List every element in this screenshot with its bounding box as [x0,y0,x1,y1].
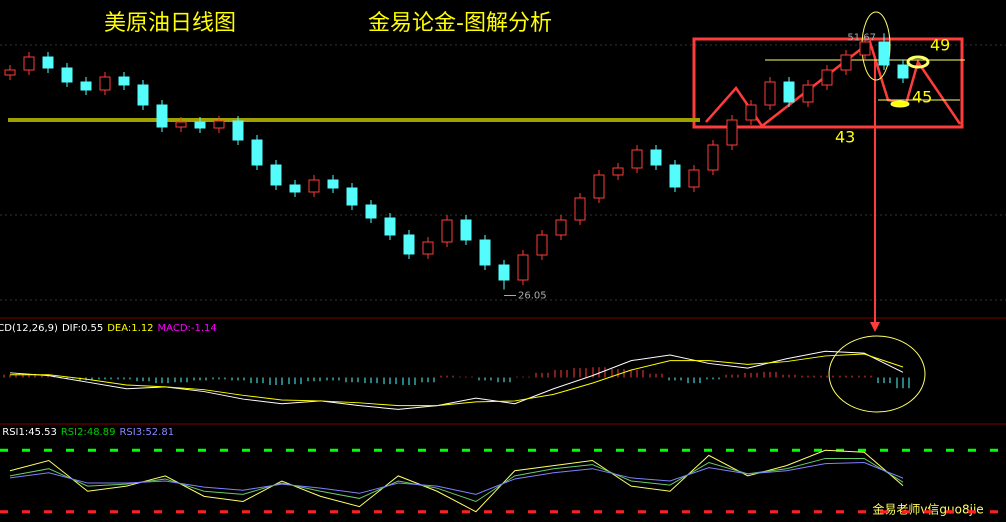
candle-body [726,119,738,146]
highlight-ellipse [906,55,930,69]
annotation-arrows [705,39,962,128]
indicator-line [9,449,904,513]
candle-body [479,239,491,266]
candle-body [555,219,567,236]
candle-body [346,187,358,206]
candle-body [460,219,472,241]
candle-body [897,64,909,79]
candle-body [61,67,73,83]
candle-body [631,149,643,169]
candle-body [156,104,168,128]
candle-body [403,234,415,255]
watermark: 金易老师v信guo8jie [872,502,983,517]
candle-body [384,217,396,236]
indicator-label: RSI2:48.89 [61,427,116,438]
candle-body [23,56,35,71]
chart-subtitle: 金易论金-图解分析 [368,11,552,36]
highlight-ellipse [828,335,926,413]
chart-title: 美原油日线图 [104,11,236,36]
candle-body [688,169,700,188]
level-label: 45 [912,88,932,107]
candle-body [878,41,890,66]
indicator-label: DIF:0.55 [62,323,103,334]
candle-body [517,254,529,281]
arrowhead [870,322,880,332]
candle-body [612,167,624,176]
candle-body [650,149,662,166]
highlight-ellipse [890,100,910,108]
candle-body [270,164,282,186]
indicator-line [9,457,904,503]
candle-body [764,81,776,106]
candle-body [859,41,871,56]
candle-body [498,264,510,281]
candle-body [365,204,377,219]
candle-body [840,54,852,71]
indicator-line [9,462,904,495]
candle-body [669,164,681,188]
indicator-label: RSI3:52.81 [119,427,174,438]
candle-body [536,234,548,256]
candle-body [802,84,814,103]
candle-body [118,76,130,86]
annotation-box [692,37,964,129]
candle-body [213,120,225,129]
candle-body [80,81,92,91]
candle-body [422,241,434,255]
candle-body [441,219,453,243]
candle-body [194,121,206,129]
candle-body [251,139,263,166]
candle-body [289,184,301,193]
candle-body [327,179,339,189]
candle-body [99,76,111,91]
indicator-label: RSI1:45.53 [2,427,57,438]
candle-body [745,104,757,121]
candle-body [574,197,586,221]
candle-body [232,120,244,141]
candle-body [308,179,320,193]
indicator-line [10,353,904,407]
annotations [692,37,964,332]
candle-body [707,144,719,171]
level-label: 49 [930,36,950,55]
low-label: 26.05 [518,291,547,302]
grid [0,44,1006,301]
indicator-label: MACD(12,26,9) [0,323,58,334]
candle-body [783,81,795,103]
candle-body [137,84,149,106]
indicator-line [9,350,904,410]
candle-body [821,69,833,86]
high-label: 51.67 [847,32,876,43]
candle-body [4,69,16,76]
level-label: 43 [835,128,855,147]
candle-body [593,174,605,199]
candle-body [42,56,54,69]
candle-body [175,121,187,128]
indicator-label: DEA:1.12 [107,323,153,334]
indicator-label: MACD:-1.14 [158,323,217,334]
